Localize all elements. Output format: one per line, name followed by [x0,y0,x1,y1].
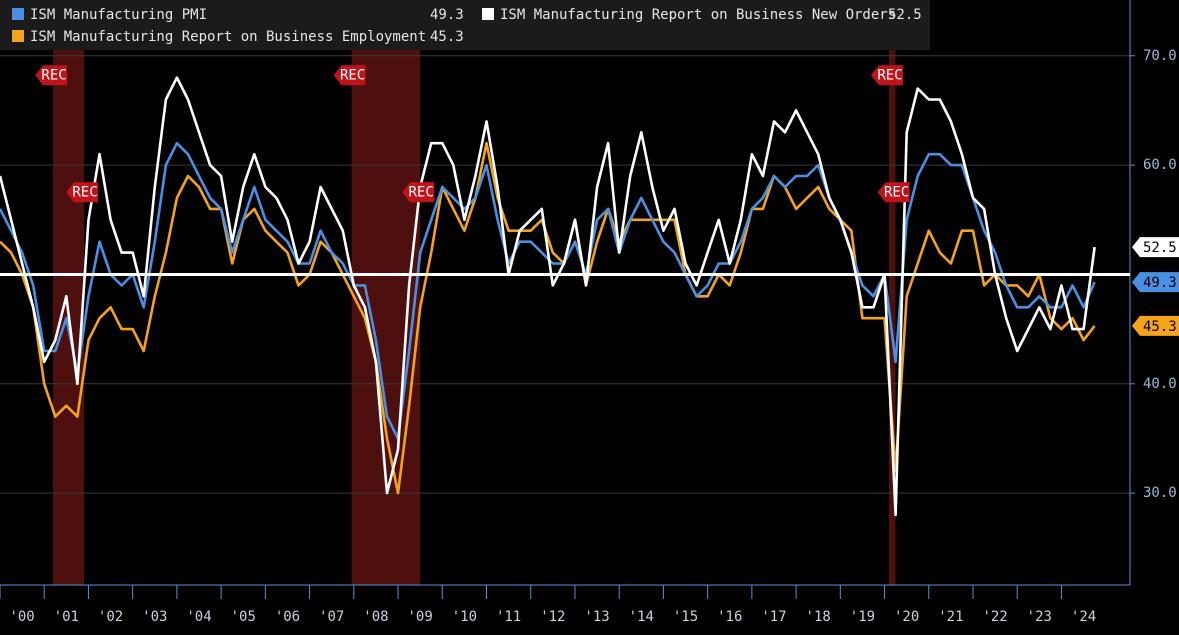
rec-tag-label: REC [884,184,909,200]
x-tick-label: '19 [850,609,875,625]
rec-tag [66,182,99,203]
x-tick-label: '00 [9,609,34,625]
y-tick-label: 30.0 [1143,485,1177,501]
recession-band [888,0,896,585]
last-value-tag [1132,272,1179,293]
y-tick-label: 60.0 [1143,157,1177,173]
last-value-tag [1132,315,1179,336]
legend-label: ISM Manufacturing Report on Business New… [500,7,896,23]
rec-tag-label: REC [340,67,365,83]
x-tick-label: '06 [275,609,300,625]
x-tick-label: '21 [938,609,963,625]
plot-area: '00 '01 '02 '03 '04 '05 '06 '07 '08 '09 '10 '11 '12 '… [0,0,1135,625]
x-tick-label: '02 [98,609,123,625]
legend-label: ISM Manufacturing Report on Business Emp… [30,29,426,45]
x-tick-label: '12 [540,609,565,625]
x-tick-label: '23 [1027,609,1052,625]
x-tick-label: '04 [186,609,211,625]
legend-box [0,0,930,50]
legend-value: 49.3 [430,7,464,23]
rec-tag-label: REC [877,67,902,83]
last-value-tag [1132,237,1179,258]
series-line [0,141,1096,495]
rec-tag [877,182,910,203]
rec-tag-label: REC [409,184,434,200]
series-line [0,76,1096,517]
x-tick-label: '20 [894,609,919,625]
series-line [0,141,1096,440]
x-tick-label: '15 [673,609,698,625]
rec-tag-label: REC [72,184,97,200]
rec-tag-label: REC [41,67,66,83]
x-tick-label: '10 [452,609,477,625]
legend-value: 52.5 [888,7,922,23]
x-tick-label: '16 [717,609,742,625]
x-tick-label: '11 [496,609,521,625]
last-value-label: 45.3 [1143,319,1177,335]
rec-tag [870,65,903,86]
x-tick-label: '18 [806,609,831,625]
x-tick-label: '05 [231,609,256,625]
rec-tag [35,65,68,86]
legend-value: 45.3 [430,29,464,45]
x-tick-label: '03 [142,609,167,625]
recession-band [53,0,85,585]
x-tick-label: '01 [54,609,79,625]
x-tick-label: '13 [584,609,609,625]
rec-tag [333,65,366,86]
x-tick-label: '08 [363,609,388,625]
legend-swatch [482,8,494,20]
x-tick-label: '22 [982,609,1007,625]
x-tick-label: '17 [761,609,786,625]
legend-swatch [12,8,24,20]
y-tick-label: 70.0 [1143,48,1177,64]
y-tick-label: 40.0 [1143,376,1177,392]
legend-label: ISM Manufacturing PMI [30,7,207,23]
last-value-label: 49.3 [1143,275,1177,291]
rec-tag [402,182,435,203]
x-tick-label: '07 [319,609,344,625]
x-tick-label: '09 [408,609,433,625]
last-value-label: 52.5 [1143,240,1177,256]
x-tick-label: '14 [629,609,654,625]
legend-swatch [12,30,24,42]
x-tick-label: '24 [1071,609,1096,625]
